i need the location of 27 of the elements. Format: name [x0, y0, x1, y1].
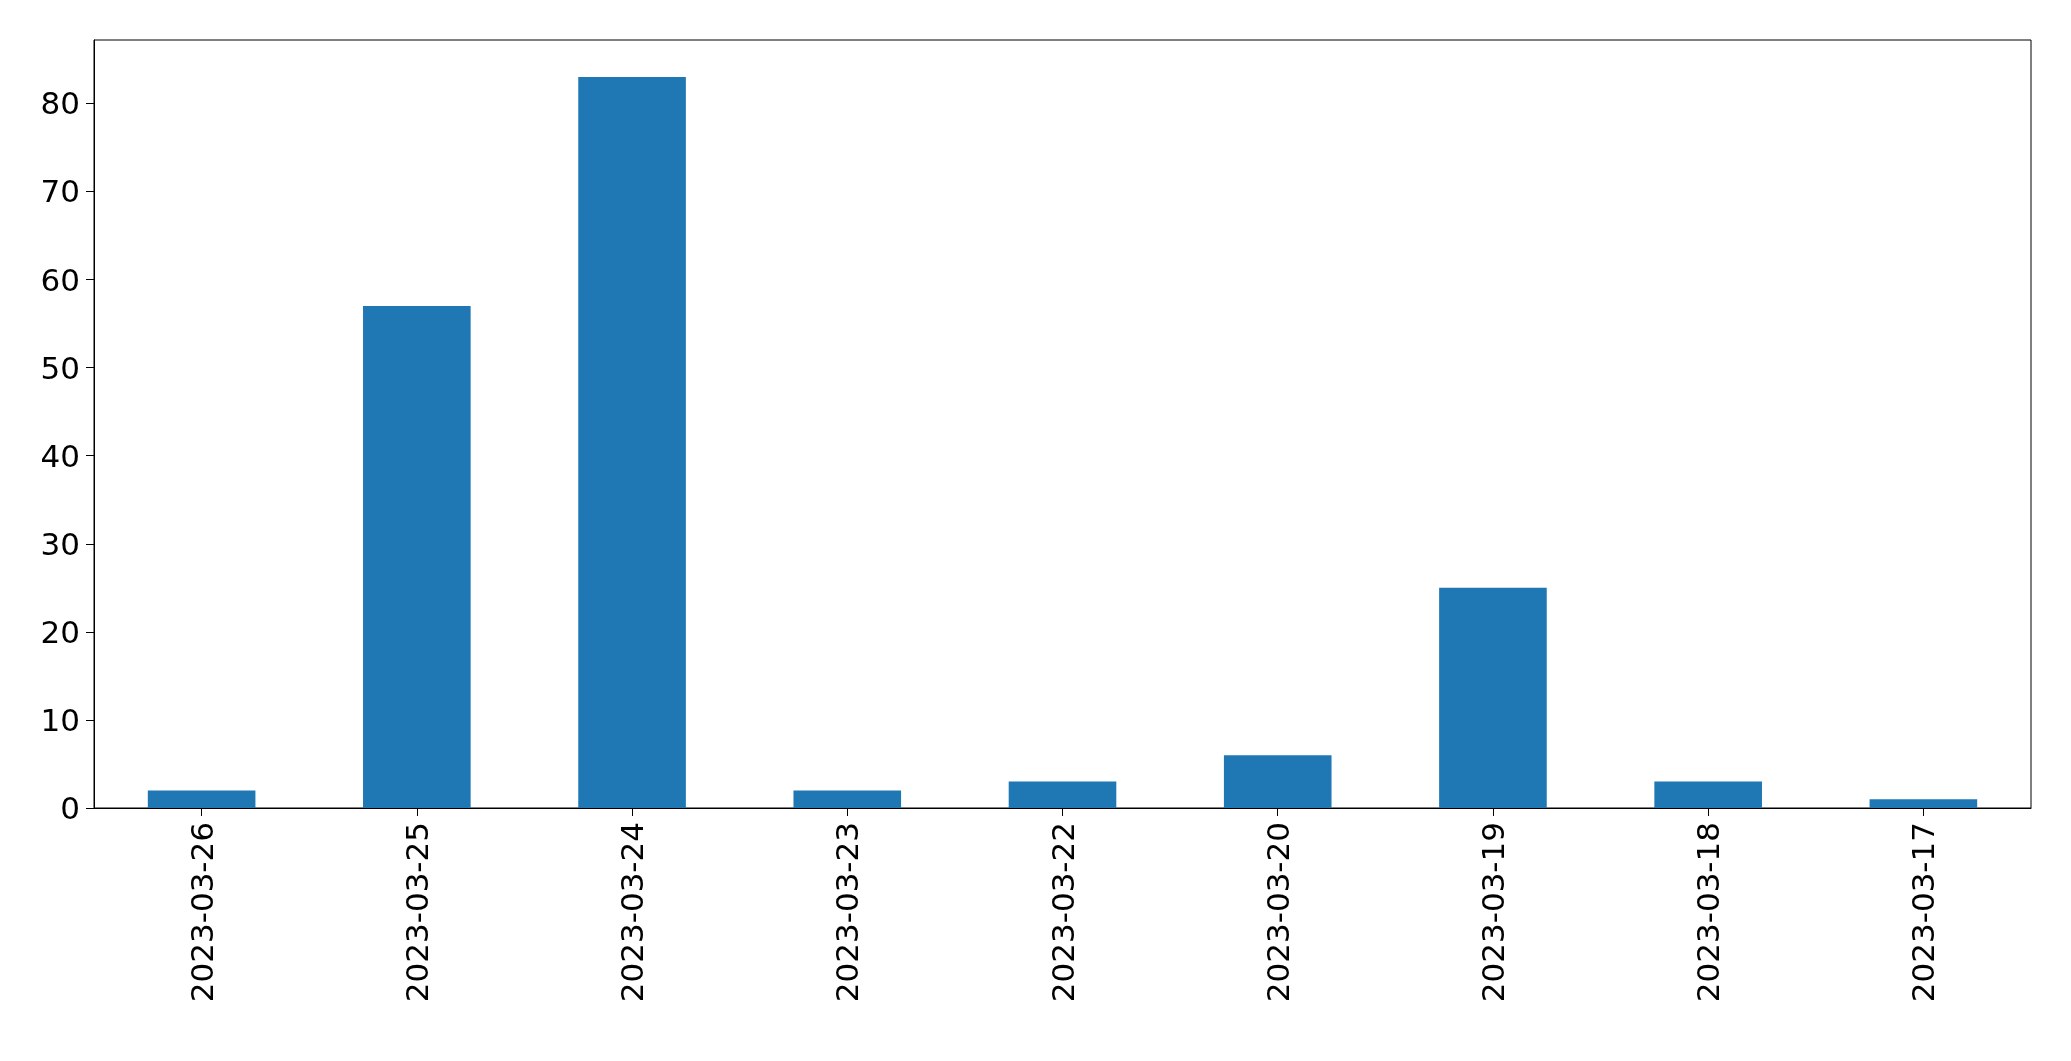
- x-tick-label: 2023-03-19: [1474, 822, 1511, 1003]
- bar: [363, 305, 471, 808]
- bar: [1654, 781, 1762, 808]
- y-tick-label: 60: [40, 261, 80, 298]
- y-tick-label: 50: [40, 349, 80, 386]
- y-tick-label: 20: [40, 613, 80, 650]
- y-tick-label: 40: [40, 437, 80, 474]
- y-tick-label: 30: [40, 525, 80, 562]
- bar: [1223, 755, 1332, 808]
- y-tick-label: 80: [40, 85, 80, 122]
- bar: [1008, 781, 1117, 808]
- y-tick-label: 70: [40, 173, 80, 210]
- bar: [1439, 587, 1547, 808]
- x-tick-label: 2023-03-17: [1905, 822, 1942, 1003]
- bar: [578, 76, 686, 808]
- y-tick-label: 0: [60, 790, 80, 826]
- y-tick-label: 10: [40, 701, 80, 738]
- x-tick-label: 2023-03-25: [398, 822, 435, 1003]
- bar: [793, 790, 902, 808]
- bar: [1869, 799, 1978, 808]
- x-tick-label: 2023-03-23: [829, 822, 866, 1003]
- x-tick-label: 2023-03-26: [183, 822, 220, 1003]
- x-tick-label: 2023-03-20: [1259, 822, 1296, 1003]
- bar: [147, 790, 256, 808]
- x-tick-label: 2023-03-18: [1690, 822, 1727, 1003]
- x-tick-label: 2023-03-22: [1044, 822, 1081, 1003]
- x-tick-label: 2023-03-24: [614, 822, 651, 1003]
